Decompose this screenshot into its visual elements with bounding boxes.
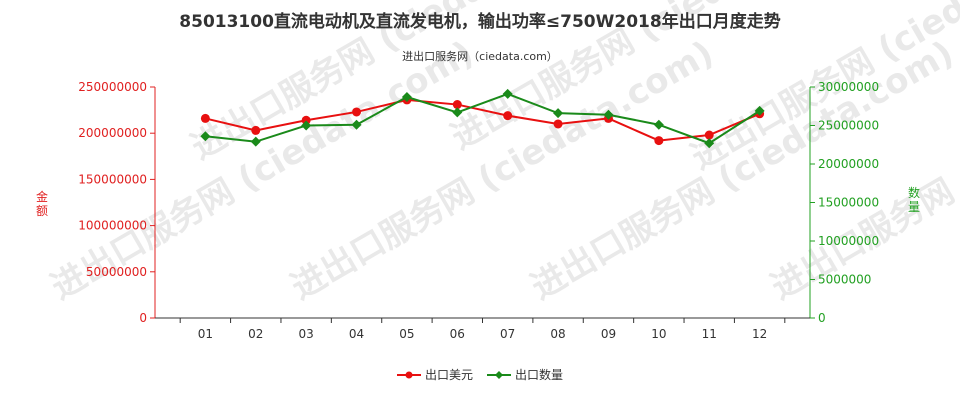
x-tick-label: 07 bbox=[500, 327, 515, 341]
y-right-tick-label: 30000000 bbox=[818, 80, 879, 94]
y-left-axis-title: 金额 bbox=[36, 189, 48, 218]
series-point-2 bbox=[603, 109, 614, 120]
x-tick-label: 02 bbox=[248, 327, 263, 341]
series-point-2 bbox=[401, 92, 412, 103]
y-left-tick-label: 0 bbox=[139, 311, 147, 325]
x-tick-label: 11 bbox=[702, 327, 717, 341]
y-right-tick-label: 20000000 bbox=[818, 157, 879, 171]
y-right-tick-label: 15000000 bbox=[818, 196, 879, 210]
series-point-1 bbox=[654, 136, 664, 146]
plot-area: 0500000001000000001500000002000000002500… bbox=[36, 80, 920, 341]
series-point-1 bbox=[301, 115, 311, 125]
watermark-layer: 进出口服务网 (ciedata.com)进出口服务网 (ciedata.com)… bbox=[45, 0, 960, 308]
legend-swatch-marker bbox=[405, 371, 413, 379]
y-left-tick-label: 150000000 bbox=[78, 172, 147, 186]
y-right-tick-label: 25000000 bbox=[818, 119, 879, 133]
y-left-axis-title-char: 额 bbox=[36, 204, 48, 218]
series-point-1 bbox=[452, 100, 462, 110]
series-point-1 bbox=[200, 113, 210, 123]
x-tick-label: 04 bbox=[349, 327, 364, 341]
series-point-2 bbox=[301, 120, 312, 131]
y-left-axis-title-char: 金 bbox=[36, 189, 48, 204]
y-left-tick-label: 200000000 bbox=[78, 126, 147, 140]
legend: 出口美元 出口数量 bbox=[397, 367, 563, 382]
series-point-1 bbox=[352, 107, 362, 117]
x-tick-label: 09 bbox=[601, 327, 616, 341]
series-point-1 bbox=[251, 125, 261, 135]
series-point-2 bbox=[754, 105, 765, 116]
series-point-2 bbox=[452, 107, 463, 118]
y-left-tick-label: 100000000 bbox=[78, 219, 147, 233]
y-right-axis-title-char: 数 bbox=[908, 185, 920, 200]
y-right-tick-label: 10000000 bbox=[818, 234, 879, 248]
series-point-1 bbox=[704, 130, 714, 140]
series-point-2 bbox=[704, 138, 715, 149]
series-line-2 bbox=[205, 92, 761, 145]
series-point-2 bbox=[250, 136, 261, 147]
y-left-tick-label: 250000000 bbox=[78, 80, 147, 94]
legend-label: 出口数量 bbox=[515, 367, 563, 382]
series-point-2 bbox=[653, 119, 664, 130]
series-point-2 bbox=[200, 131, 211, 142]
y-right-tick-label: 5000000 bbox=[818, 273, 871, 287]
y-right-axis-title: 数量 bbox=[908, 185, 920, 214]
x-tick-label: 08 bbox=[550, 327, 565, 341]
y-right-axis-title-char: 量 bbox=[908, 200, 920, 214]
series-point-2 bbox=[553, 108, 564, 119]
series-line-1 bbox=[205, 98, 761, 142]
x-tick-label: 06 bbox=[450, 327, 465, 341]
x-tick-label: 12 bbox=[752, 327, 767, 341]
x-tick-label: 10 bbox=[651, 327, 666, 341]
series-point-1 bbox=[503, 111, 513, 121]
chart-subtitle: 进出口服务网（ciedata.com） bbox=[402, 49, 558, 63]
chart-title: 85013100直流电动机及直流发电机，输出功率≤750W2018年出口月度走势 bbox=[179, 11, 780, 32]
y-left-tick-label: 50000000 bbox=[86, 265, 147, 279]
x-tick-label: 03 bbox=[299, 327, 314, 341]
legend-swatch-marker bbox=[495, 371, 503, 379]
series-point-2 bbox=[351, 119, 362, 130]
x-tick-label: 01 bbox=[198, 327, 213, 341]
series-point-2 bbox=[502, 88, 513, 99]
legend-label: 出口美元 bbox=[425, 368, 473, 382]
y-right-tick-label: 0 bbox=[818, 311, 826, 325]
x-tick-label: 05 bbox=[399, 327, 414, 341]
series-point-1 bbox=[553, 119, 563, 129]
